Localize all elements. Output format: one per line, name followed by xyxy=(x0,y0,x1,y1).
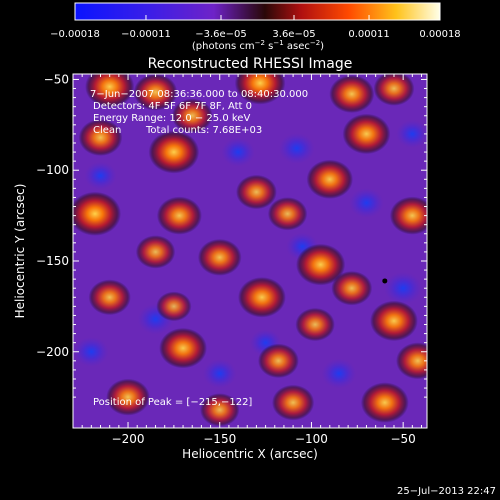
hot-spot-10 xyxy=(267,197,308,231)
hot-spot-11 xyxy=(73,191,122,236)
hot-spot-17 xyxy=(296,243,346,286)
colorbar-ticks xyxy=(74,15,441,20)
hot-spot-26 xyxy=(106,378,150,416)
hot-spot-13 xyxy=(236,174,277,210)
colorbar-tick-label: 0.00018 xyxy=(419,29,460,40)
cold-spot-4 xyxy=(317,354,361,393)
annotation-detectors: Detectors: 4F 5F 6F 7F 8F, Att 0 xyxy=(93,101,252,112)
x-axis-label: Heliocentric X (arcsec) xyxy=(182,447,318,461)
hot-spot-3 xyxy=(329,74,375,113)
peak-position-label: Position of Peak = [−215,−122] xyxy=(93,397,252,408)
hot-spot-28 xyxy=(200,393,240,427)
hot-spot-6 xyxy=(148,130,200,174)
hot-spot-19 xyxy=(238,277,286,318)
cold-spot-7 xyxy=(217,134,260,171)
cold-spot-9 xyxy=(73,333,114,371)
annotation-total-counts: Total counts: 7.68E+03 xyxy=(145,125,262,136)
cold-spot-5 xyxy=(198,355,241,392)
colorbar-tick-labels: −0.00018 −0.00011 −3.6e−05 3.6e−05 0.00011 0.… xyxy=(50,29,461,40)
hot-spot-1 xyxy=(133,74,178,111)
hot-spot-16 xyxy=(197,238,242,276)
x-tick-label: −100 xyxy=(295,432,328,446)
hot-spot-9 xyxy=(306,159,353,199)
cold-spot-0 xyxy=(379,267,427,309)
y-tick-label: −150 xyxy=(36,254,69,268)
colorbar-tick-label: −0.00018 xyxy=(50,29,100,40)
hot-spot-14 xyxy=(389,196,427,235)
hot-spot-20 xyxy=(331,271,373,306)
cold-spot-1 xyxy=(274,129,320,168)
x-axis-ticks xyxy=(81,74,422,428)
cold-spot-10 xyxy=(392,116,427,152)
colorbar-tick-label: −3.6e−05 xyxy=(195,29,247,40)
colorbar-gradient xyxy=(74,2,441,21)
chart-title: Reconstructed RHESSI Image xyxy=(148,56,353,72)
annotation-time-range: 7−Jun−2007 08:36:36.000 to 08:40:30.000 xyxy=(90,89,308,100)
footer-timestamp: 25−Jul−2013 22:47 xyxy=(397,486,496,497)
image-area xyxy=(73,74,427,428)
y-tick-label: −50 xyxy=(44,72,69,86)
hot-spot-5 xyxy=(78,119,123,156)
hot-spot-2 xyxy=(234,74,286,105)
hot-regions xyxy=(73,74,427,427)
annotation-clean: Clean xyxy=(93,125,121,136)
colorbar-tick-label: −0.00011 xyxy=(121,29,171,40)
cold-spot-2 xyxy=(344,184,389,222)
colorbar-tick-label: 0.00011 xyxy=(348,29,389,40)
hot-spot-27 xyxy=(272,384,315,421)
hot-spot-29 xyxy=(360,382,409,423)
x-axis-tick-labels: −200 −150 −100 −50 xyxy=(112,432,416,446)
annotation-energy-range: Energy Range: 12.0 − 25.0 keV xyxy=(93,113,250,124)
y-tick-label: −100 xyxy=(36,163,69,177)
hot-spot-25 xyxy=(396,342,427,380)
colorbar-unit-label: (photons cm−2 s−1 asec−2) xyxy=(192,39,324,52)
hot-spot-7 xyxy=(171,98,213,133)
observation-info: 7−Jun−2007 08:36:36.000 to 08:40:30.000 … xyxy=(90,89,308,136)
hot-spot-30 xyxy=(156,291,192,322)
hot-spot-15 xyxy=(135,235,176,269)
y-axis-ticks xyxy=(73,78,427,398)
y-axis-label: Heliocentric Y (arcsec) xyxy=(13,184,27,319)
x-tick-label: −200 xyxy=(112,432,145,446)
cold-regions xyxy=(73,116,427,393)
hot-spot-23 xyxy=(258,343,299,379)
hot-spot-8 xyxy=(342,113,391,155)
plot-frame xyxy=(72,73,428,429)
colorbar-tick-label: 3.6e−05 xyxy=(272,29,315,40)
hot-spot-18 xyxy=(88,279,131,316)
x-tick-label: −150 xyxy=(203,432,236,446)
hot-spot-4 xyxy=(373,74,415,106)
hot-spot-0 xyxy=(85,74,135,108)
y-tick-label: −200 xyxy=(36,345,69,359)
peak-marker xyxy=(382,278,388,284)
y-axis-tick-labels: −200 −150 −100 −50 xyxy=(36,72,69,358)
x-tick-label: −50 xyxy=(390,432,415,446)
hot-spot-12 xyxy=(156,196,202,235)
hot-spot-24 xyxy=(295,307,335,342)
hot-spot-22 xyxy=(159,327,207,369)
colorbar: −0.00018 −0.00011 −3.6e−05 3.6e−05 0.00011 0.… xyxy=(50,2,461,52)
cold-spot-6 xyxy=(80,158,121,194)
hot-spot-21 xyxy=(370,300,418,342)
